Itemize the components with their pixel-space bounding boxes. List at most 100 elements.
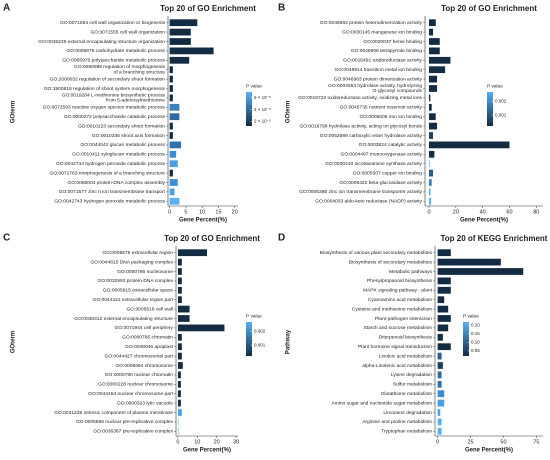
legend-title: P value: [246, 313, 262, 319]
bar: [429, 197, 432, 205]
bar: [437, 371, 442, 379]
colorbar-tick-label: 0.05: [471, 348, 480, 353]
category-label: GO:0046914 transition metal ion binding: [334, 67, 422, 73]
bar: [437, 286, 451, 294]
x-tick-label: 10: [194, 439, 200, 445]
panel-title: Top 20 of GO Enrichment: [164, 234, 260, 243]
colorbar: [463, 322, 469, 356]
panel-letter: D: [278, 233, 285, 244]
category-label: Diterpenoid biosynthesis: [379, 335, 433, 341]
panel: A 0 5 10 15 20 GO:0071554 cell wall organizati…: [3, 3, 271, 224]
category-label: Starch and sucrose metabolism: [364, 325, 433, 331]
category-label: MAPK signaling pathway - plant: [363, 288, 433, 294]
category-label: Amino sugar and nucleotide sugar metabol…: [331, 400, 432, 406]
x-tick-label: 30: [233, 439, 239, 445]
category-label: GO:0005385 zinc ion transmembrane transp…: [299, 189, 422, 195]
bar: [169, 56, 190, 64]
category-label: GO:0030312 external encapsulating struct…: [74, 316, 173, 322]
bar: [437, 277, 451, 285]
x-tick-label: 10: [199, 209, 205, 215]
category-label: GO:0042744 hydrogen peroxide catabolic p…: [56, 161, 166, 167]
bar: [437, 343, 451, 351]
bar: [429, 75, 438, 83]
bar: [169, 132, 173, 139]
bar: [429, 188, 431, 196]
category-label: GO:0030410 nicotianamine synthase activi…: [325, 161, 422, 167]
category-label: GO:0044427 chromosomal part: [104, 353, 173, 359]
colorbar-tick-label: 0.002: [495, 99, 507, 104]
panel-letter: B: [278, 3, 285, 14]
bar: [429, 66, 446, 74]
category-label: GO:0010411 xyloglucan metabolic process: [72, 152, 165, 158]
x-tick-label: 0: [176, 439, 179, 445]
bar: [169, 85, 173, 92]
bar: [177, 249, 207, 257]
panel-title: Top 20 of GO Enrichment: [160, 4, 256, 13]
category-label: GO:0008422 beta-glucosidase activity: [339, 180, 422, 186]
category-label: GO:0005656 nuclear pre-replicative compl…: [76, 419, 174, 425]
bar: [177, 362, 183, 369]
y-axis-title: GOterm: [286, 101, 292, 123]
category-label: Plant hormone signal transduction: [358, 344, 432, 350]
bar: [429, 94, 431, 102]
colorbar: [246, 92, 252, 126]
y-axis-title: Pathway: [286, 329, 292, 354]
bar: [429, 122, 438, 130]
colorbar-tick-label: 0.001: [254, 342, 266, 347]
x-tick-label: 0: [436, 439, 439, 445]
category-label: Sulfur metabolism: [393, 382, 432, 388]
bar: [169, 66, 173, 74]
category-label: GO:0004553 hydrolase activity, hydrolyzi…: [328, 83, 423, 94]
bar: [177, 352, 182, 360]
category-label: GO:0071763 morphogenesis of a branching …: [49, 170, 165, 176]
colorbar-tick-label: 2 × 10⁻⁵: [254, 118, 271, 123]
bar: [437, 380, 442, 388]
bar: [429, 141, 510, 149]
bar: [437, 362, 443, 369]
bar: [169, 179, 178, 186]
x-tick-label: 20: [453, 209, 459, 215]
x-axis-title: Gene Percent(%): [179, 218, 227, 224]
category-label: GO:0010223 secondary shoot formation: [78, 123, 165, 129]
category-label: GO:0052689 carboxylic ester hydrolase ac…: [320, 133, 423, 139]
bar: [437, 305, 449, 313]
bar: [177, 277, 182, 285]
bar: [429, 132, 434, 139]
bar: [437, 333, 443, 341]
bar: [169, 103, 180, 111]
colorbar-tick-label: 6 × 10⁻⁵: [254, 95, 271, 100]
category-label: GO:0044421 extracellular region part: [93, 297, 174, 303]
x-tick-label: 75: [533, 439, 539, 445]
category-label: GO:0071555 cell wall organization: [91, 29, 166, 35]
category-label: GO:0005615 extracellular space: [103, 288, 173, 294]
category-label: Lysine degradation: [391, 372, 432, 378]
category-label: GO:0000323 lytic vacuole: [117, 400, 173, 406]
category-label: Biosynthesis of various plant secondary …: [320, 250, 433, 256]
bar: [177, 380, 181, 388]
bar: [177, 268, 182, 275]
bar: [169, 188, 175, 196]
panel-title: Top 20 of GO Enrichment: [441, 4, 537, 13]
category-label: GO:0005576 extracellular region: [102, 250, 173, 256]
y-axis-title: GOterm: [11, 101, 17, 123]
x-tick-label: 25: [467, 439, 473, 445]
category-label: Limonene degradation: [383, 410, 432, 416]
panel-letter: A: [3, 3, 10, 14]
x-tick-label: 50: [500, 439, 506, 445]
category-label: GO:0080088 regulation of morphogenesis of…: [74, 64, 166, 75]
bar: [169, 38, 191, 45]
colorbar-tick-label: 0.15: [471, 331, 480, 336]
colorbar: [246, 322, 252, 356]
bar: [177, 324, 225, 332]
category-label: GO:0032993 protein-DNA complex: [97, 278, 173, 284]
category-label: GO:0010346 shoot axis formation: [92, 133, 165, 139]
category-label: Biosynthesis of secondary metabolites: [349, 259, 433, 265]
bar: [437, 258, 501, 266]
colorbar: [487, 92, 493, 126]
bar: [169, 160, 178, 168]
y-axis-title: GOterm: [11, 331, 17, 353]
category-label: GO:0005618 cell wall: [127, 306, 174, 312]
bar: [429, 19, 436, 27]
bar: [437, 324, 449, 332]
